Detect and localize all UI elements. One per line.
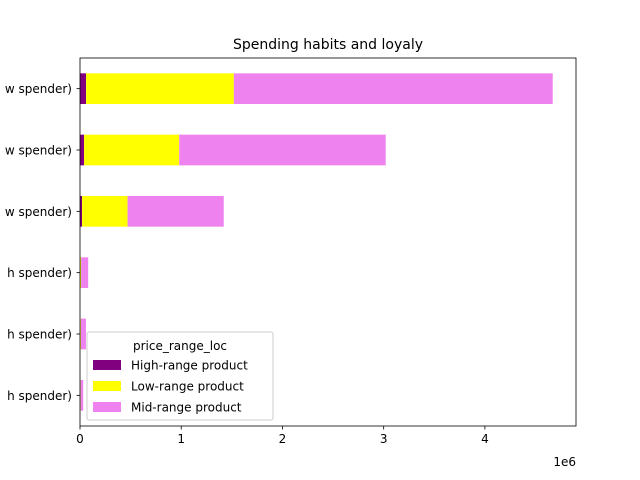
legend-box — [86, 331, 274, 421]
plot-frame — [79, 57, 577, 427]
y-tick-label: h spender) — [7, 389, 72, 403]
y-tick-label: w spender) — [5, 205, 72, 219]
bar-segment — [80, 380, 84, 411]
y-tick-label: h spender) — [7, 328, 72, 342]
x-tick-label: 1 — [177, 432, 185, 446]
legend-swatch — [93, 402, 121, 412]
x-tick-label: 0 — [76, 432, 84, 446]
bar-segment — [127, 196, 224, 227]
legend-items: High-range product Low-range product Mid-r… — [93, 359, 248, 415]
legend-label: Low-range product — [131, 380, 244, 394]
bars-layer — [80, 73, 553, 411]
bar-segment — [80, 318, 86, 350]
bar-segment — [80, 318, 81, 350]
y-tick-label: w spender) — [5, 82, 72, 96]
bar-segment — [80, 196, 83, 227]
bar-segment — [86, 73, 234, 104]
bar-segment — [81, 257, 89, 288]
bar-segment — [179, 134, 386, 166]
y-tick-label: w spender) — [5, 144, 72, 158]
bar-segment — [233, 73, 553, 104]
x-tick-label: 3 — [380, 432, 388, 446]
legend-title: price_range_loc — [133, 339, 227, 353]
legend-label: High-range product — [131, 359, 248, 373]
x-axis: 0 1 2 3 4 — [76, 426, 489, 446]
legend-swatch — [93, 381, 121, 391]
bar-segment — [80, 134, 85, 166]
bar-segment — [80, 257, 82, 288]
y-tick-label: h spender) — [7, 266, 72, 280]
chart-title: Spending habits and loyaly — [233, 37, 423, 53]
x-tick-label: 2 — [279, 432, 287, 446]
bar-segment — [84, 134, 180, 166]
bar-segment — [82, 196, 128, 227]
bar-segment — [80, 73, 87, 104]
y-axis: w spender) w spender) w spender) h spender)… — [5, 82, 80, 403]
legend-swatch — [93, 360, 121, 370]
legend-label: Mid-range product — [131, 401, 242, 415]
x-tick-label: 4 — [481, 432, 489, 446]
x-axis-offset-label: 1e6 — [553, 455, 576, 469]
legend: price_range_loc High-range product Low-ra… — [86, 331, 274, 421]
